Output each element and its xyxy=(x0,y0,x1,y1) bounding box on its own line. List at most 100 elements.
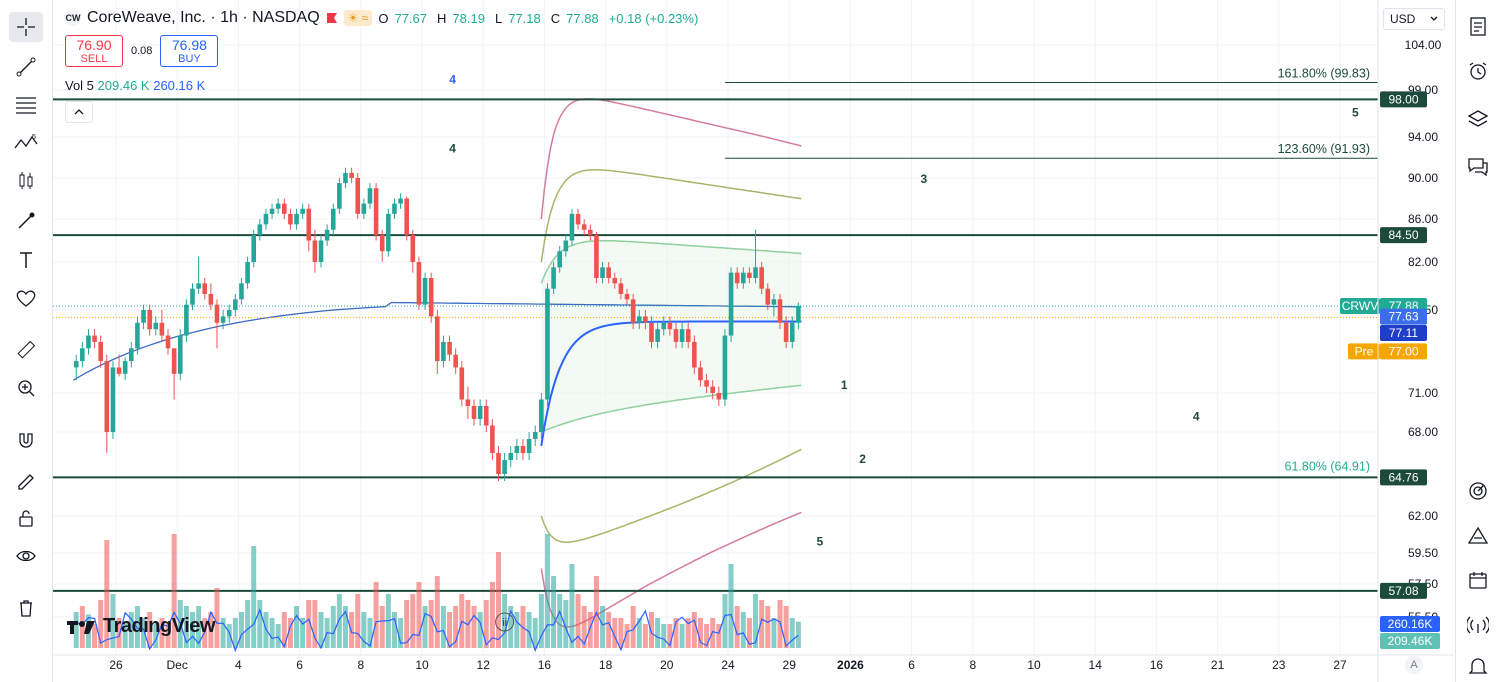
volume-bar xyxy=(183,606,189,648)
price-tick-label: 86.00 xyxy=(1408,212,1438,226)
volume-bar xyxy=(281,612,287,648)
auto-scale-button[interactable]: A xyxy=(1405,656,1423,674)
elliott-wave-label: 5 xyxy=(816,535,823,549)
volume-legend[interactable]: Vol 5 209.46 K 260.16 K xyxy=(65,78,205,93)
trend-line-icon[interactable] xyxy=(9,52,43,82)
price-tick-label: 104.00 xyxy=(1405,38,1442,52)
x-tick-label: 18 xyxy=(599,658,613,672)
sell-label: SELL xyxy=(80,53,108,65)
x-tick-label: Dec xyxy=(167,658,188,672)
watchlist-icon[interactable] xyxy=(1462,10,1494,42)
broadcast-icon[interactable] xyxy=(1462,608,1494,640)
x-tick-label: 6 xyxy=(908,658,915,672)
candle-body xyxy=(471,406,477,419)
volume-legend-label: Vol 5 xyxy=(65,78,94,93)
candle-body xyxy=(159,322,165,336)
sell-button[interactable]: 76.90 SELL xyxy=(65,35,123,67)
currency-select[interactable]: USD xyxy=(1383,8,1445,30)
volume-bar xyxy=(379,606,385,648)
collapse-legend-button[interactable] xyxy=(65,101,93,123)
volume-bar xyxy=(226,624,232,648)
candle-body xyxy=(171,348,177,374)
volume-bar xyxy=(789,618,795,648)
volume-bar xyxy=(489,582,495,648)
candle-body xyxy=(453,354,458,368)
brush-icon[interactable] xyxy=(9,206,43,236)
crosshair-icon[interactable] xyxy=(9,12,43,42)
buy-button[interactable]: 76.98 BUY xyxy=(160,35,219,67)
wave-circle xyxy=(495,612,515,632)
flag-icon[interactable] xyxy=(326,12,338,24)
volume-bar xyxy=(306,600,312,648)
volume-bar xyxy=(697,618,703,648)
volume-bar xyxy=(128,612,134,648)
calendar-icon[interactable] xyxy=(1462,564,1494,596)
elliott-wave-icon[interactable]: 5 xyxy=(9,128,43,158)
candle-body xyxy=(526,439,532,453)
tradingview-logo[interactable]: TradingView xyxy=(67,615,215,638)
volume-bar xyxy=(624,624,630,648)
candle-body xyxy=(753,267,758,278)
candle-body xyxy=(710,386,715,393)
ideas-icon[interactable] xyxy=(1462,520,1494,552)
vwap-lower-band-1 xyxy=(541,384,802,433)
target-icon[interactable] xyxy=(1462,475,1494,507)
price-chart[interactable]: 26 Dec 4 6 8 10 12 16 18 20 24 29 2026 6 8 10 14 16 21 23 27… xyxy=(53,0,1454,682)
heart-icon[interactable] xyxy=(9,283,43,313)
volume-bar xyxy=(759,600,765,648)
candle-body xyxy=(110,367,116,432)
lock-icon[interactable] xyxy=(9,503,43,533)
candle-body xyxy=(306,208,312,241)
volume-bar xyxy=(410,594,416,648)
symbol-title[interactable]: CoreWeave, Inc. · 1h · NASDAQ xyxy=(87,9,320,26)
candle-body xyxy=(667,322,673,330)
magnet-icon[interactable] xyxy=(9,425,43,455)
candle-body xyxy=(545,288,550,400)
x-tick-label: 10 xyxy=(1027,658,1041,672)
price-tick-label: 90.00 xyxy=(1408,171,1438,185)
volume-bar xyxy=(514,612,520,648)
volume-bar xyxy=(728,564,734,648)
chat-icon[interactable] xyxy=(1462,150,1494,182)
eye-icon[interactable] xyxy=(9,541,43,571)
candle-body xyxy=(734,272,740,284)
candle-body xyxy=(508,453,514,460)
volume-bar xyxy=(526,612,532,648)
level-price-tag xyxy=(1380,582,1427,599)
volume-bar xyxy=(208,612,214,648)
ruler-icon[interactable] xyxy=(9,335,43,365)
volume-bar xyxy=(587,612,593,648)
volume-bar xyxy=(569,564,575,648)
trash-icon[interactable] xyxy=(9,593,43,623)
high-value: 78.19 xyxy=(452,10,485,26)
candle-body xyxy=(771,299,777,305)
draw-lock-icon[interactable] xyxy=(9,464,43,494)
branding-text: TradingView xyxy=(103,615,215,637)
volume-bar xyxy=(765,606,771,648)
x-tick-label: 29 xyxy=(783,658,797,672)
text-tool-icon[interactable] xyxy=(9,245,43,275)
candle-body xyxy=(92,335,97,342)
volume-bar xyxy=(746,618,752,648)
candle-body xyxy=(796,305,801,323)
open-label: O xyxy=(378,10,389,26)
volume-bar xyxy=(649,612,654,648)
volume-bar xyxy=(551,576,557,648)
candle-body xyxy=(514,446,520,453)
chart-area[interactable]: 26 Dec 4 6 8 10 12 16 18 20 24 29 2026 6 8 10 14 16 21 23 27… xyxy=(53,0,1454,682)
candle-body xyxy=(477,406,483,419)
volume-bar xyxy=(483,600,489,648)
candle-body xyxy=(606,267,611,278)
fib-retracement-icon[interactable] xyxy=(9,90,43,120)
pattern-icon[interactable] xyxy=(9,166,43,196)
notifications-icon[interactable] xyxy=(1462,650,1494,682)
volume-bar xyxy=(361,612,367,648)
candle-body xyxy=(196,283,201,289)
session-status-icon[interactable]: ☀ ≈ xyxy=(343,10,373,26)
volume-bar xyxy=(716,624,722,648)
volume-bar xyxy=(667,624,673,648)
candle-body xyxy=(459,367,465,400)
alarm-clock-icon[interactable] xyxy=(1462,55,1494,87)
layers-icon[interactable] xyxy=(1462,103,1494,135)
zoom-in-icon[interactable] xyxy=(9,373,43,403)
